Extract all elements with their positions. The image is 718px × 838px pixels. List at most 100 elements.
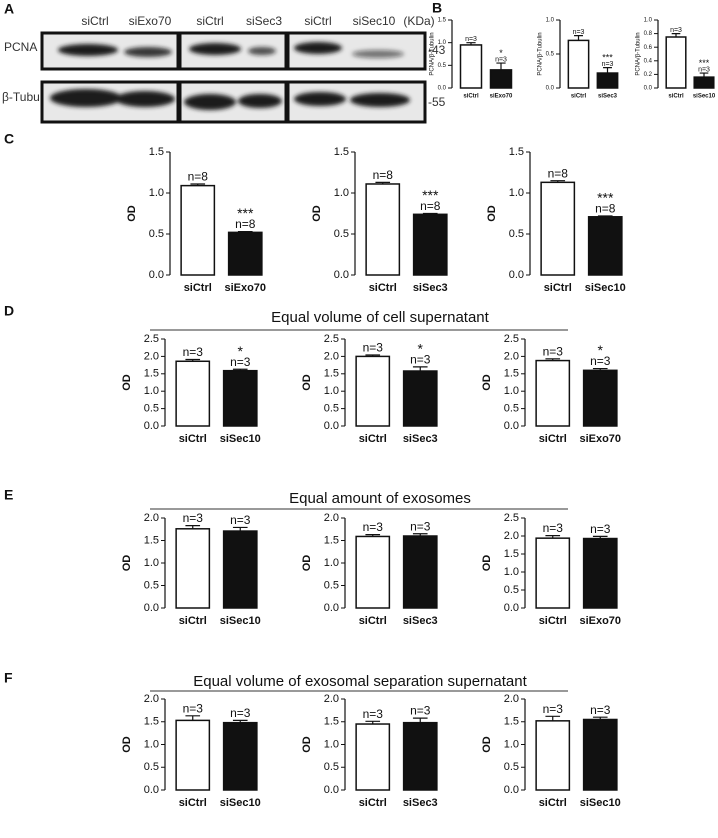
y-tick-label: 2.0 — [144, 512, 159, 524]
bar-label: n=3 — [183, 345, 204, 359]
y-tick-label: 1.0 — [144, 738, 159, 750]
x-tick-label: siSec3 — [403, 615, 438, 627]
x-tick-label: siCtrl — [359, 615, 387, 627]
error-bar — [592, 716, 608, 720]
bar — [587, 216, 623, 276]
bar — [180, 184, 216, 276]
bar — [175, 360, 211, 427]
x-tick-label: siSec10 — [585, 282, 626, 294]
bar-label: n=3 — [590, 703, 611, 717]
bar — [222, 721, 258, 791]
error-bar — [550, 180, 566, 183]
error-bar — [412, 533, 428, 536]
bar — [535, 720, 571, 791]
bar-label: n=3 — [543, 344, 564, 358]
error-bar — [545, 535, 561, 539]
bar — [567, 39, 590, 89]
bar — [355, 355, 391, 427]
error-bar — [185, 525, 201, 529]
y-tick-label: 0.5 — [144, 761, 159, 773]
lane-label: siSec3 — [246, 14, 282, 28]
bar-label: n=8 — [548, 166, 569, 180]
section-heading: Equal volume of exosomal separation supe… — [193, 673, 527, 690]
x-tick-label: siSec10 — [220, 433, 261, 445]
bar-label: n=3 — [183, 511, 204, 525]
y-tick-label: 0.0 — [509, 269, 524, 281]
y-tick-label: 0.5 — [149, 228, 164, 240]
y-tick-label: 1.5 — [334, 146, 349, 158]
x-tick-label: siExo70 — [224, 282, 266, 294]
bar-label: n=3 — [698, 66, 710, 73]
y-tick-label: 0.0 — [546, 86, 555, 92]
x-tick-label: siSec3 — [413, 282, 448, 294]
error-bar — [412, 366, 428, 372]
western-blot: siCtrl siExo70 siCtrl siSec3 siCtrl siSe… — [2, 14, 446, 124]
error-bar — [592, 367, 608, 371]
bar-label: * — [598, 342, 604, 358]
y-tick-label: 1.5 — [509, 146, 524, 158]
bar-label: n=8 — [420, 199, 441, 213]
x-tick-label: siCtrl — [571, 94, 587, 100]
y-tick-label: 0.4 — [644, 58, 653, 64]
bar-label: *** — [422, 187, 439, 203]
bar — [175, 528, 211, 609]
y-tick-label: 2.0 — [504, 530, 519, 542]
error-bar — [232, 719, 248, 723]
bar — [402, 370, 438, 427]
bar — [489, 69, 513, 89]
error-bar — [574, 35, 583, 41]
y-tick-label: 1.0 — [504, 385, 519, 397]
y-tick-label: 0.0 — [144, 784, 159, 796]
y-tick-label: 1.0 — [324, 385, 339, 397]
lane-label: siCtrl — [304, 14, 331, 28]
bar-chart: 0.0 0.5 1.0 1.5 2.0 OD siCtrl n=3 siSec10 n=3 — [121, 511, 261, 627]
y-tick-label: 0.0 — [149, 269, 164, 281]
bar-chart: 0.0 0.5 1.0 1.5 2.0 2.5 OD siCtrl n=3 siExo70 n=3 — [481, 512, 621, 627]
row-label: PCNA — [4, 40, 37, 54]
y-tick-label: 1.5 — [324, 716, 339, 728]
y-tick-label: 0.0 — [334, 269, 349, 281]
y-tick-label: 0.5 — [504, 761, 519, 773]
y-tick-label: 0.5 — [504, 403, 519, 415]
x-tick-label: siCtrl — [539, 615, 567, 627]
x-tick-label: siCtrl — [539, 433, 567, 445]
y-tick-label: 0.0 — [438, 86, 447, 92]
panel-label: E — [4, 487, 13, 503]
y-axis-label: PCNA/β-Tubulin — [538, 32, 544, 75]
bar — [222, 369, 258, 427]
y-tick-label: 1.0 — [324, 557, 339, 569]
bar — [535, 359, 571, 427]
bar-label: n=3 — [410, 519, 431, 533]
bar — [582, 537, 618, 609]
bar-label: n=3 — [495, 56, 507, 63]
y-axis-label: OD — [126, 205, 138, 222]
error-bar — [412, 717, 428, 723]
bar — [365, 183, 401, 276]
x-tick-label: siCtrl — [668, 94, 684, 100]
bar-label: n=8 — [373, 168, 394, 182]
y-tick-label: 0.0 — [324, 784, 339, 796]
y-tick-label: 1.5 — [144, 368, 159, 380]
y-tick-label: 0.5 — [324, 761, 339, 773]
y-tick-label: 1.0 — [509, 187, 524, 199]
x-tick-label: siCtrl — [179, 797, 207, 809]
bar — [402, 535, 438, 609]
bar — [693, 76, 715, 89]
error-bar — [545, 715, 561, 721]
bar — [540, 181, 576, 276]
bar-label: n=3 — [590, 522, 611, 536]
error-bar — [185, 358, 201, 362]
y-tick-label: 1.0 — [324, 738, 339, 750]
bar — [535, 537, 571, 609]
y-tick-label: 0.0 — [144, 420, 159, 432]
error-bar — [466, 42, 476, 45]
bar-label: n=3 — [602, 61, 614, 68]
y-tick-label: 0.0 — [324, 420, 339, 432]
error-bar — [190, 183, 206, 186]
x-tick-label: siCtrl — [463, 94, 479, 100]
bar-label: * — [499, 48, 503, 58]
x-tick-label: siCtrl — [359, 797, 387, 809]
y-tick-label: 0.5 — [144, 579, 159, 591]
